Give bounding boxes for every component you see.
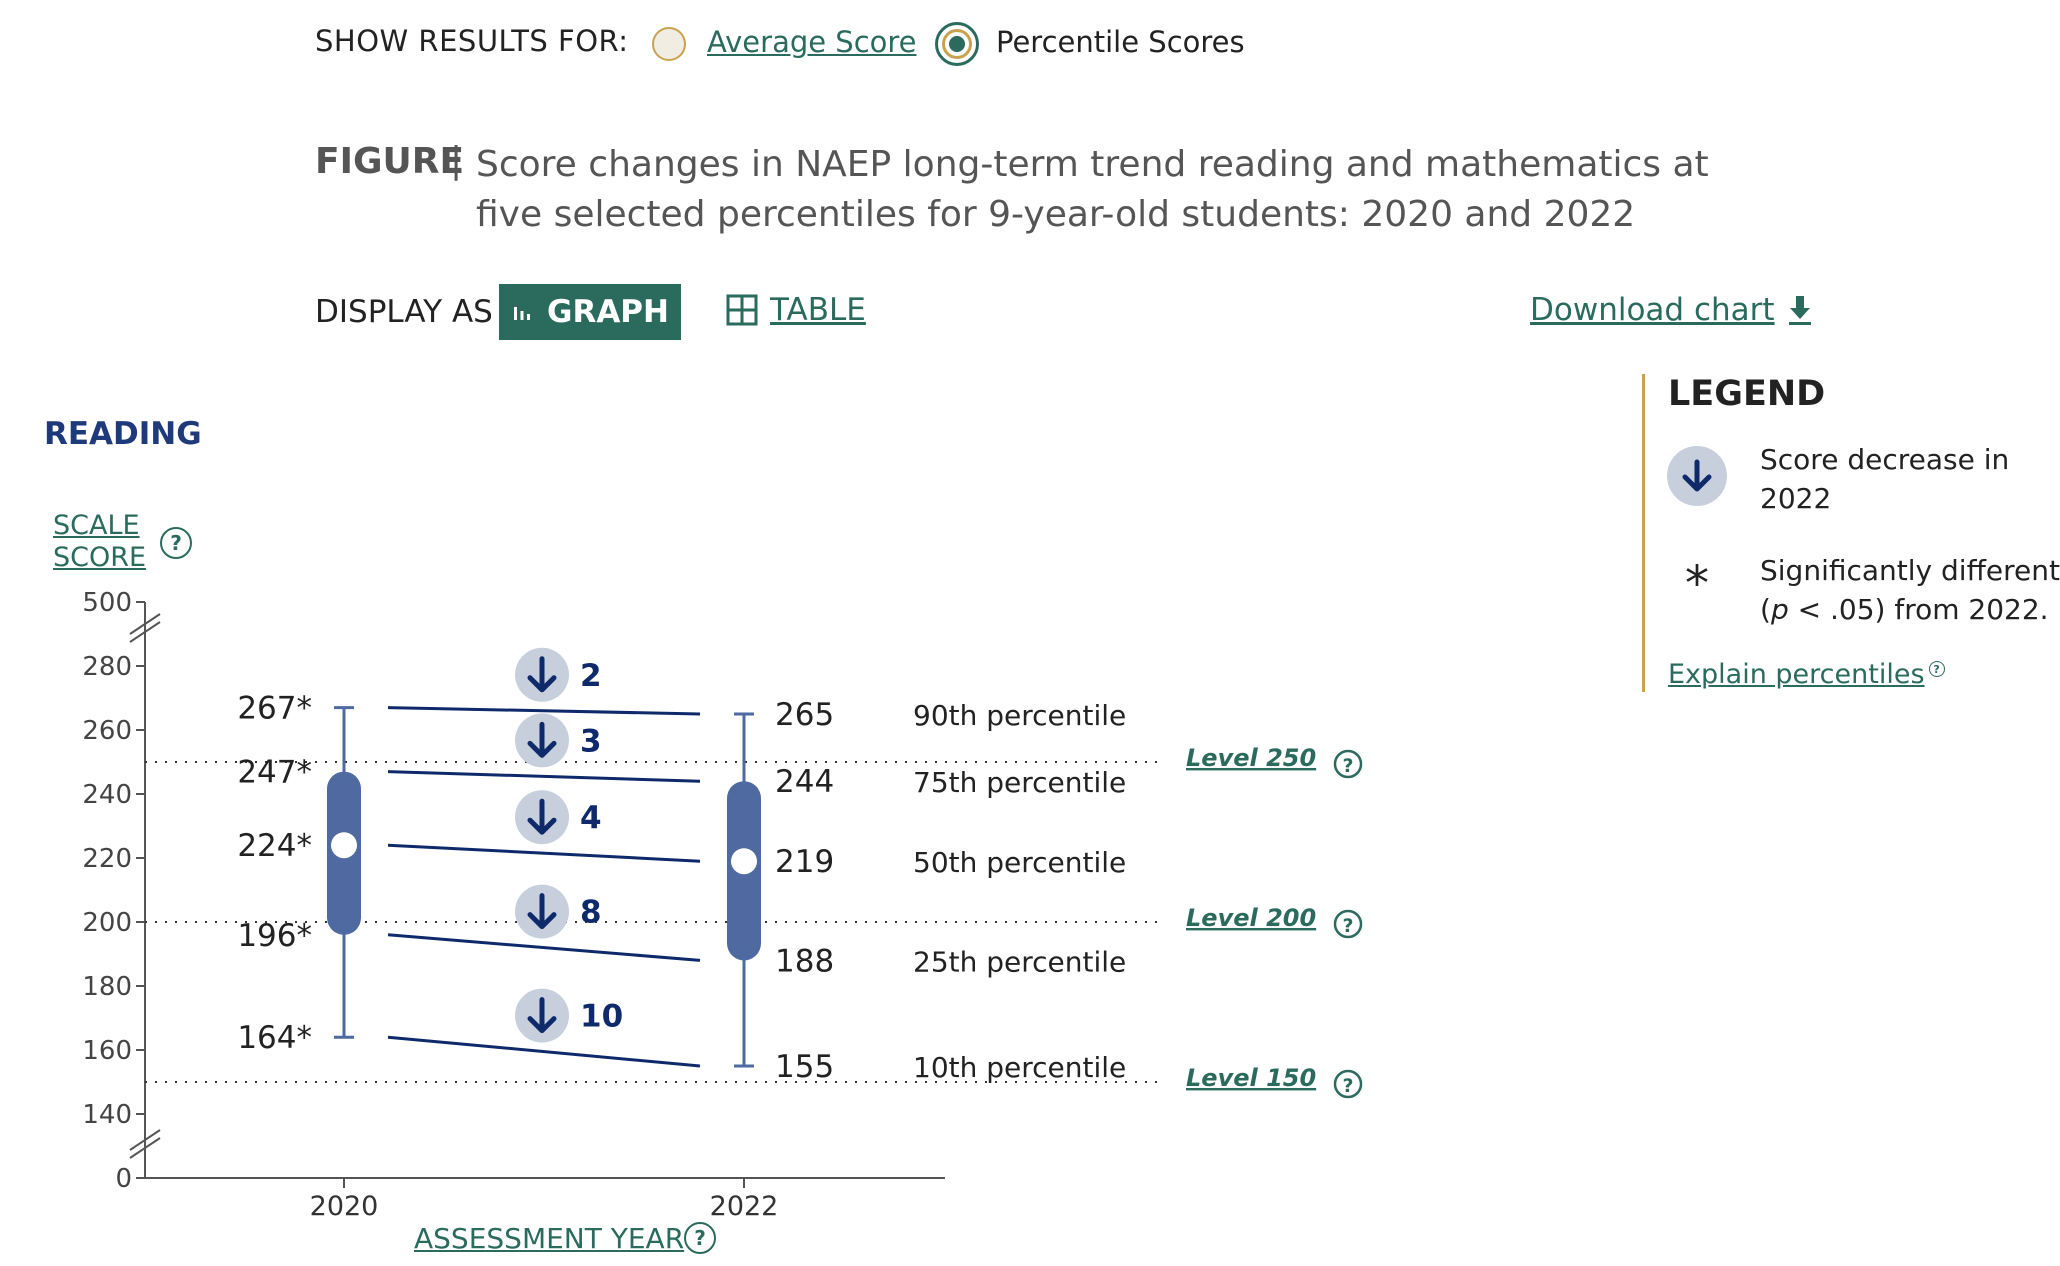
legend-title: LEGEND — [1668, 374, 1826, 414]
score-2022-label: 188 — [775, 943, 834, 979]
y-tick-label: 240 — [82, 780, 132, 810]
y-tick-label: 0 — [115, 1164, 132, 1194]
legend-border — [1642, 374, 1645, 692]
explain-percentiles-label: Explain percentiles — [1668, 659, 1925, 690]
change-line — [387, 933, 701, 962]
table-icon — [726, 294, 758, 326]
level-label[interactable]: Level 150 — [1186, 1064, 1316, 1092]
subject-title: READING — [44, 416, 202, 452]
change-value: 4 — [580, 800, 602, 836]
percentile-scores-radio[interactable] — [935, 22, 979, 66]
percentile-label: 50th percentile — [913, 846, 1126, 879]
percentile-label: 90th percentile — [913, 699, 1126, 732]
y-tick-label: 220 — [82, 844, 132, 874]
help-icon: ? — [1928, 661, 1945, 677]
y-tick-label: 260 — [82, 716, 132, 746]
level-label[interactable]: Level 250 — [1186, 744, 1316, 772]
x-tick-label: 2022 — [710, 1191, 779, 1222]
score-2022-label: 155 — [775, 1049, 834, 1085]
figure-separator: | — [450, 140, 463, 181]
display-as-label: DISPLAY AS — [315, 294, 493, 330]
level-help-icon: ? — [1342, 755, 1353, 777]
y-tick-label: 180 — [82, 972, 132, 1002]
score-2020-label: 196* — [237, 918, 312, 954]
percentile-label: 75th percentile — [913, 766, 1126, 799]
average-score-radio[interactable] — [652, 27, 686, 61]
y-tick-label: 200 — [82, 908, 132, 938]
figure-label: FIGURE — [315, 141, 465, 182]
figure-title: Score changes in NAEP long-term trend re… — [476, 144, 1709, 235]
level-help-icon: ? — [1342, 1075, 1353, 1097]
significance-star-icon: * — [1685, 556, 1709, 612]
y-tick-label: 280 — [82, 652, 132, 682]
show-results-label: SHOW RESULTS FOR: — [315, 24, 629, 58]
legend-decrease-text: Score decrease in 2022 — [1760, 443, 2010, 515]
change-line — [387, 706, 701, 716]
average-score-option[interactable]: Average Score — [707, 25, 917, 59]
assessment-year-help-icon[interactable]: ? — [684, 1222, 716, 1254]
explain-percentiles-link[interactable]: Explain percentiles ? — [1668, 659, 1945, 690]
decrease-arrow-icon — [527, 721, 557, 758]
percentile-scores-option[interactable]: Percentile Scores — [996, 25, 1245, 59]
graph-button-label: GRAPH — [547, 294, 669, 330]
percentile-label: 25th percentile — [913, 945, 1126, 978]
change-line — [387, 770, 701, 783]
median-dot — [731, 848, 757, 875]
table-button-label: TABLE — [770, 292, 866, 328]
x-tick-label: 2020 — [310, 1191, 379, 1222]
median-dot — [331, 832, 357, 859]
score-2020-label: 267* — [237, 691, 312, 727]
score-2020-label: 224* — [237, 828, 312, 864]
change-line — [387, 1035, 701, 1068]
download-icon — [1788, 296, 1811, 325]
radio-selected-dot — [949, 36, 965, 52]
score-2020-label: 164* — [237, 1020, 312, 1056]
decrease-arrow-icon — [527, 893, 557, 930]
download-chart-link[interactable]: Download chart — [1530, 292, 1813, 328]
score-2022-label: 244 — [775, 764, 834, 800]
assessment-year-link[interactable]: ASSESSMENT YEAR — [414, 1222, 685, 1255]
axis-break-mark — [129, 1129, 161, 1151]
legend-significance-text: Significantly different (p < .05) from 2… — [1760, 554, 2060, 626]
y-tick-label: 500 — [82, 588, 132, 618]
decrease-arrow-icon — [1667, 446, 1727, 506]
download-chart-label: Download chart — [1530, 292, 1775, 328]
axis-break-mark — [129, 621, 161, 643]
level-label[interactable]: Level 200 — [1186, 904, 1316, 932]
scale-score-link[interactable]: SCALE SCORE — [53, 510, 147, 573]
y-tick-label: 140 — [82, 1100, 132, 1130]
score-2022-label: 265 — [775, 697, 834, 733]
axis-break-mark — [129, 1137, 161, 1159]
level-help-icon[interactable] — [1333, 749, 1363, 779]
change-line — [387, 843, 701, 863]
change-value: 2 — [580, 658, 602, 694]
graph-button[interactable]: GRAPH — [499, 284, 681, 340]
table-button[interactable]: TABLE — [726, 292, 866, 328]
level-help-icon: ? — [1342, 915, 1353, 937]
y-tick-label: 160 — [82, 1036, 132, 1066]
decrease-arrow-icon — [527, 656, 557, 693]
decrease-arrow-icon — [527, 798, 557, 835]
change-value: 8 — [580, 895, 602, 931]
bar-chart-icon — [514, 307, 530, 320]
score-2020-label: 247* — [237, 755, 312, 791]
level-help-icon[interactable] — [1333, 1069, 1363, 1099]
score-2022-label: 219 — [775, 844, 834, 880]
percentile-label: 10th percentile — [913, 1051, 1126, 1084]
decrease-arrow-icon — [527, 997, 557, 1034]
scale-score-help-icon[interactable]: ? — [160, 527, 192, 559]
axis-break-mark — [129, 613, 161, 635]
change-value: 3 — [580, 723, 602, 759]
level-help-icon[interactable] — [1333, 909, 1363, 939]
change-value: 10 — [580, 999, 623, 1035]
